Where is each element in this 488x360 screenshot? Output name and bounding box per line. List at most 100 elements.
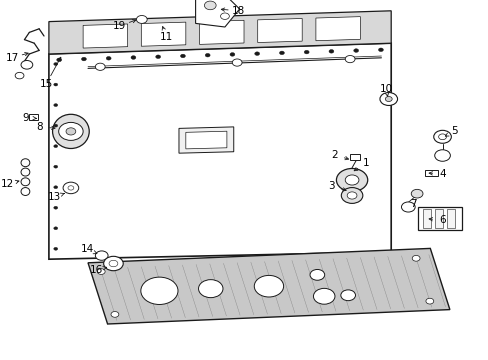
Text: 18: 18 xyxy=(231,6,245,16)
Ellipse shape xyxy=(21,168,30,176)
Circle shape xyxy=(385,96,391,102)
Polygon shape xyxy=(315,17,360,41)
Polygon shape xyxy=(141,22,185,46)
Circle shape xyxy=(410,189,422,198)
Circle shape xyxy=(254,52,259,55)
Circle shape xyxy=(254,275,283,297)
Circle shape xyxy=(425,298,433,304)
Circle shape xyxy=(313,288,334,304)
Circle shape xyxy=(438,134,446,140)
Circle shape xyxy=(54,63,58,66)
Circle shape xyxy=(155,55,160,59)
Bar xyxy=(417,207,461,230)
Circle shape xyxy=(353,49,358,52)
Circle shape xyxy=(379,93,397,105)
Circle shape xyxy=(411,256,419,261)
Circle shape xyxy=(63,182,79,194)
Polygon shape xyxy=(179,127,233,153)
Polygon shape xyxy=(199,20,244,44)
Circle shape xyxy=(54,227,58,230)
Bar xyxy=(349,154,360,160)
Text: 3: 3 xyxy=(327,181,334,191)
Circle shape xyxy=(180,54,185,58)
Text: 13: 13 xyxy=(48,192,61,202)
Text: 15: 15 xyxy=(40,78,53,89)
Text: 8: 8 xyxy=(36,122,42,132)
Text: 17: 17 xyxy=(5,53,19,63)
Bar xyxy=(434,209,442,228)
Text: 7: 7 xyxy=(409,199,416,210)
Circle shape xyxy=(340,290,355,301)
Text: 6: 6 xyxy=(439,215,446,225)
Polygon shape xyxy=(88,248,449,324)
Polygon shape xyxy=(425,170,437,176)
Circle shape xyxy=(434,150,449,161)
Text: 2: 2 xyxy=(330,150,337,160)
Circle shape xyxy=(198,280,223,298)
Circle shape xyxy=(68,186,74,190)
Circle shape xyxy=(204,1,216,10)
Circle shape xyxy=(103,256,123,271)
Bar xyxy=(29,114,38,120)
Circle shape xyxy=(21,60,33,69)
Circle shape xyxy=(341,188,362,203)
Circle shape xyxy=(131,56,136,59)
Text: 4: 4 xyxy=(439,169,446,179)
Ellipse shape xyxy=(21,159,30,167)
Text: 1: 1 xyxy=(362,158,368,168)
Circle shape xyxy=(54,247,58,250)
Circle shape xyxy=(81,57,86,61)
Text: 9: 9 xyxy=(22,113,29,123)
Circle shape xyxy=(54,145,58,148)
Circle shape xyxy=(54,206,58,209)
Ellipse shape xyxy=(21,178,30,186)
Circle shape xyxy=(279,51,284,55)
Circle shape xyxy=(328,50,333,53)
Circle shape xyxy=(15,72,24,79)
Circle shape xyxy=(378,48,383,51)
Circle shape xyxy=(57,58,61,62)
Circle shape xyxy=(346,192,356,199)
Circle shape xyxy=(309,269,324,280)
Polygon shape xyxy=(83,24,127,48)
Circle shape xyxy=(336,168,367,192)
Circle shape xyxy=(109,260,118,267)
Circle shape xyxy=(54,124,58,127)
Polygon shape xyxy=(49,43,390,259)
Circle shape xyxy=(54,186,58,189)
Circle shape xyxy=(401,202,414,212)
Text: 19: 19 xyxy=(113,21,126,31)
Circle shape xyxy=(54,83,58,86)
Text: 5: 5 xyxy=(450,126,457,136)
Polygon shape xyxy=(185,131,226,149)
Circle shape xyxy=(54,104,58,107)
Circle shape xyxy=(106,57,111,60)
Circle shape xyxy=(433,130,450,143)
Circle shape xyxy=(232,59,242,66)
Polygon shape xyxy=(257,18,302,42)
Circle shape xyxy=(97,269,105,274)
Circle shape xyxy=(59,122,83,140)
Circle shape xyxy=(95,251,108,260)
Ellipse shape xyxy=(21,188,30,195)
Circle shape xyxy=(136,15,147,23)
Circle shape xyxy=(205,53,210,57)
Circle shape xyxy=(111,311,119,317)
Circle shape xyxy=(54,165,58,168)
Circle shape xyxy=(141,277,178,305)
Text: 10: 10 xyxy=(379,84,392,94)
Polygon shape xyxy=(49,11,390,54)
Ellipse shape xyxy=(52,114,89,148)
Text: 16: 16 xyxy=(89,265,103,275)
Circle shape xyxy=(66,128,76,135)
Circle shape xyxy=(345,55,354,63)
Bar xyxy=(422,209,430,228)
Circle shape xyxy=(220,13,229,19)
Bar xyxy=(447,209,454,228)
Text: 12: 12 xyxy=(0,179,14,189)
Circle shape xyxy=(304,50,308,54)
Text: 14: 14 xyxy=(80,244,94,255)
Circle shape xyxy=(95,63,105,71)
Polygon shape xyxy=(195,0,239,27)
Text: 11: 11 xyxy=(159,32,173,42)
